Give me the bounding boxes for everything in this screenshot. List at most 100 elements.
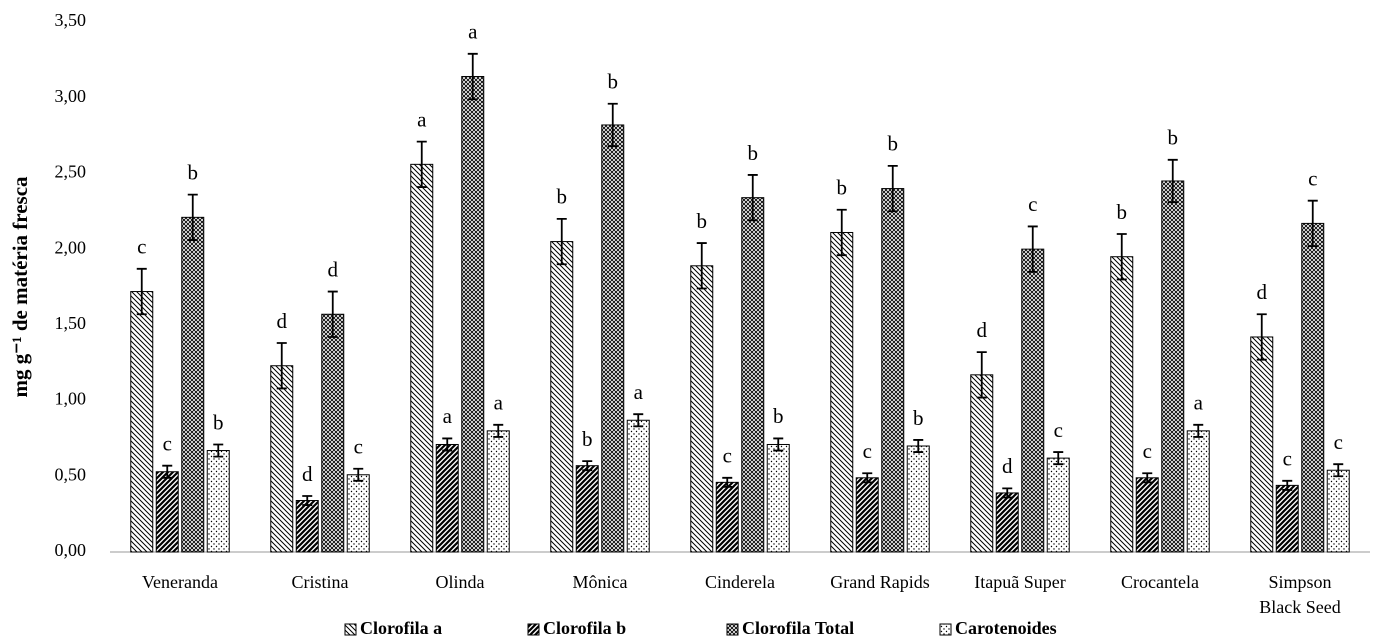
x-tick-label: Crocantela: [1121, 572, 1199, 592]
significance-letter: b: [1117, 200, 1128, 224]
significance-letter: c: [863, 439, 872, 463]
legend-label: Clorofila b: [543, 618, 626, 638]
bar: [321, 313, 345, 553]
bar: [295, 500, 319, 553]
bar: [741, 197, 765, 553]
bar: [1326, 469, 1350, 553]
bar: [601, 124, 625, 553]
significance-letter: b: [697, 209, 708, 233]
error-bar: [187, 193, 198, 241]
significance-letter: b: [213, 410, 224, 434]
significance-letter: c: [1054, 418, 1063, 442]
x-tick-label: Itapuã Super: [974, 572, 1065, 592]
y-axis-label: mg g⁻¹ de matéria fresca: [8, 176, 32, 398]
error-bar: [493, 423, 504, 438]
bar: [270, 365, 294, 553]
bar: [550, 241, 574, 553]
error-bar: [862, 472, 873, 484]
significance-letter: b: [557, 185, 568, 209]
bar: [130, 291, 154, 553]
y-tick-label: 1,50: [55, 313, 87, 333]
error-bar: [1193, 423, 1204, 438]
legend-swatch: [939, 623, 952, 636]
error-bar: [1142, 472, 1153, 484]
bar: [881, 188, 905, 553]
bar: [206, 450, 230, 553]
error-bar: [327, 290, 338, 338]
error-bar: [913, 439, 924, 453]
x-tick-label: Grand Rapids: [830, 572, 929, 592]
bar: [1301, 222, 1325, 553]
significance-letter: b: [837, 176, 848, 200]
significance-letter: d: [977, 318, 988, 342]
error-bar: [136, 267, 147, 316]
significance-letter: b: [773, 404, 784, 428]
error-bar: [773, 437, 784, 452]
bar: [1110, 256, 1134, 553]
error-bar: [1307, 199, 1318, 248]
x-tick-label: Olinda: [436, 572, 485, 592]
legend-label: Clorofila Total: [742, 618, 854, 638]
x-tick-label: Mônica: [573, 572, 628, 592]
y-tick-label: 2,00: [55, 237, 87, 257]
bar: [181, 216, 205, 553]
error-bar: [302, 495, 313, 506]
x-tick-label-line: Simpson: [1268, 572, 1331, 592]
y-tick-label: 0,50: [55, 464, 87, 484]
bar: [1161, 180, 1185, 553]
x-tick-label: Cinderela: [705, 572, 775, 592]
bar: [1250, 336, 1274, 553]
significance-letter: b: [913, 406, 924, 430]
error-bar: [607, 102, 618, 148]
error-bar: [442, 437, 453, 452]
error-bar: [213, 443, 224, 458]
bar: [575, 465, 599, 553]
significance-letter: c: [163, 431, 172, 455]
significance-letter: c: [1028, 192, 1037, 216]
error-bar: [467, 52, 478, 101]
error-bar: [696, 242, 707, 290]
bar: [855, 477, 879, 553]
significance-letter: b: [1168, 126, 1179, 150]
x-tick-label-line: Black Seed: [1259, 597, 1340, 617]
legend-swatch: [344, 623, 357, 636]
error-bar: [1256, 313, 1267, 361]
significance-letter: a: [417, 107, 427, 131]
bar: [435, 443, 459, 553]
significance-letter: c: [1334, 430, 1343, 454]
error-bar: [1027, 225, 1038, 273]
error-bar: [976, 351, 987, 399]
error-bar: [836, 208, 847, 257]
bar: [970, 374, 994, 553]
significance-letter: c: [137, 235, 146, 259]
y-tick-label: 2,50: [55, 162, 87, 182]
x-tick-label: Veneranda: [142, 572, 218, 592]
significance-letter: a: [443, 404, 453, 428]
error-bar: [1167, 158, 1178, 204]
bar: [155, 471, 179, 553]
bar: [715, 481, 739, 553]
y-tick-label: 3,00: [55, 86, 87, 106]
error-bar: [1116, 233, 1127, 281]
bar: [461, 76, 485, 553]
bar: [906, 445, 930, 553]
significance-letter: a: [1194, 391, 1204, 415]
significance-letter: b: [888, 132, 899, 156]
significance-letter: a: [494, 391, 504, 415]
bar: [486, 430, 510, 553]
bar: [995, 492, 1019, 553]
error-bar: [353, 467, 364, 482]
significance-letter: d: [1002, 454, 1013, 478]
error-bar: [747, 174, 758, 222]
significance-letter: b: [188, 160, 199, 184]
bar: [1021, 248, 1045, 553]
significance-letter: c: [1308, 166, 1317, 190]
significance-letter: d: [328, 257, 339, 281]
significance-letter: c: [723, 444, 732, 468]
bar: [830, 231, 854, 553]
significance-letter: b: [608, 70, 619, 94]
error-bar: [1333, 463, 1344, 478]
error-bar: [556, 217, 567, 266]
error-bar: [1053, 451, 1064, 466]
